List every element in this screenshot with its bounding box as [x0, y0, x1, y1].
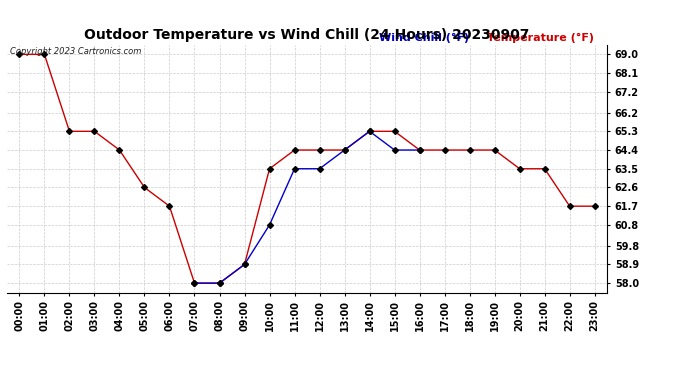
- Title: Outdoor Temperature vs Wind Chill (24 Hours) 20230907: Outdoor Temperature vs Wind Chill (24 Ho…: [84, 28, 530, 42]
- Text: Wind Chill (°F): Wind Chill (°F): [379, 33, 469, 42]
- Text: Temperature (°F): Temperature (°F): [487, 33, 594, 42]
- Text: Copyright 2023 Cartronics.com: Copyright 2023 Cartronics.com: [10, 48, 141, 57]
